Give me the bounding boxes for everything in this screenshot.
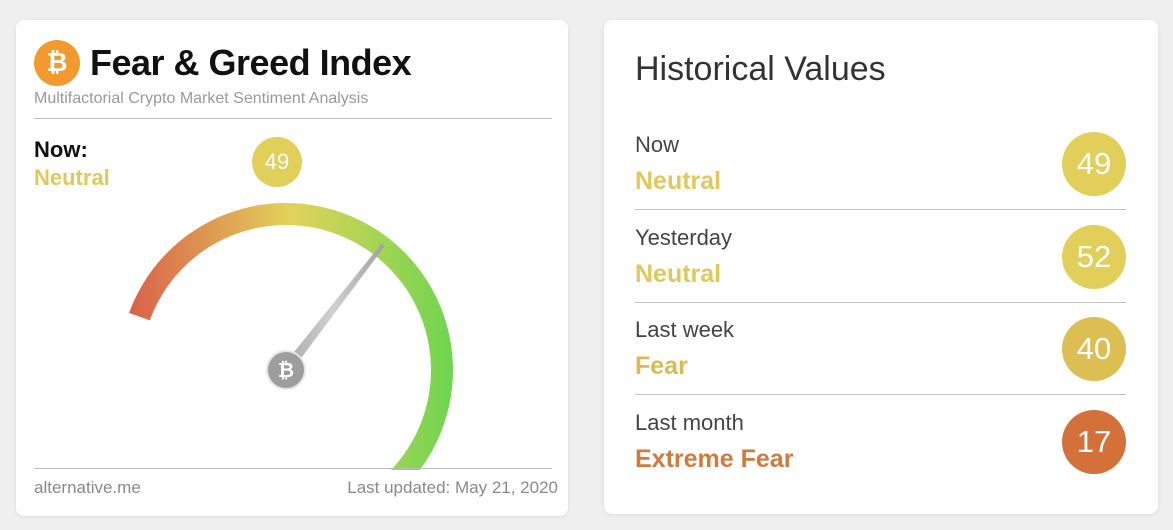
now-value-badge: 49 <box>252 137 302 187</box>
divider <box>635 394 1126 395</box>
history-row-label: Last week <box>635 317 735 342</box>
history-row-label: Yesterday <box>635 225 733 250</box>
source-link[interactable]: alternative.me <box>34 478 141 497</box>
fear-greed-card: ₿ Fear & Greed Index Multifactorial Cryp… <box>16 20 568 516</box>
divider <box>34 468 552 469</box>
history-row-label: Last month <box>635 410 744 435</box>
now-classification: Neutral <box>34 165 110 190</box>
gauge-arc <box>129 203 453 470</box>
history-row-last-month: Last month Extreme Fear 17 <box>635 396 1126 488</box>
bitcoin-icon: ₿ <box>34 40 80 86</box>
last-updated: Last updated: May 21, 2020 <box>347 478 558 497</box>
history-row-classification: Extreme Fear <box>635 445 794 473</box>
history-row-value-badge: 49 <box>1062 132 1126 196</box>
history-row-classification: Neutral <box>635 167 722 195</box>
history-row-value-badge: 40 <box>1062 317 1126 381</box>
gauge-needle <box>282 243 385 374</box>
history-row-value-badge: 17 <box>1062 410 1126 474</box>
gauge-hub <box>266 350 306 390</box>
history-row-last-week: Last week Fear 40 <box>635 303 1126 395</box>
bitcoin-icon: ₿ <box>278 358 294 382</box>
page-title: Fear & Greed Index <box>90 42 412 83</box>
history-row-now: Now Neutral 49 <box>635 118 1126 210</box>
gauge-chart: ₿ <box>129 203 453 470</box>
history-row-value-badge: 52 <box>1062 225 1126 289</box>
now-label: Now: <box>34 137 88 162</box>
divider <box>635 209 1126 210</box>
page-subtitle: Multifactorial Crypto Market Sentiment A… <box>34 90 369 107</box>
historical-title: Historical Values <box>635 50 886 88</box>
history-row-classification: Neutral <box>635 260 722 288</box>
historical-values-card: Historical Values Now Neutral 49 Yesterd… <box>604 20 1158 514</box>
divider <box>34 118 552 119</box>
history-row-label: Now <box>635 132 680 157</box>
divider <box>635 302 1126 303</box>
history-row-yesterday: Yesterday Neutral 52 <box>635 211 1126 303</box>
history-row-classification: Fear <box>635 352 688 380</box>
